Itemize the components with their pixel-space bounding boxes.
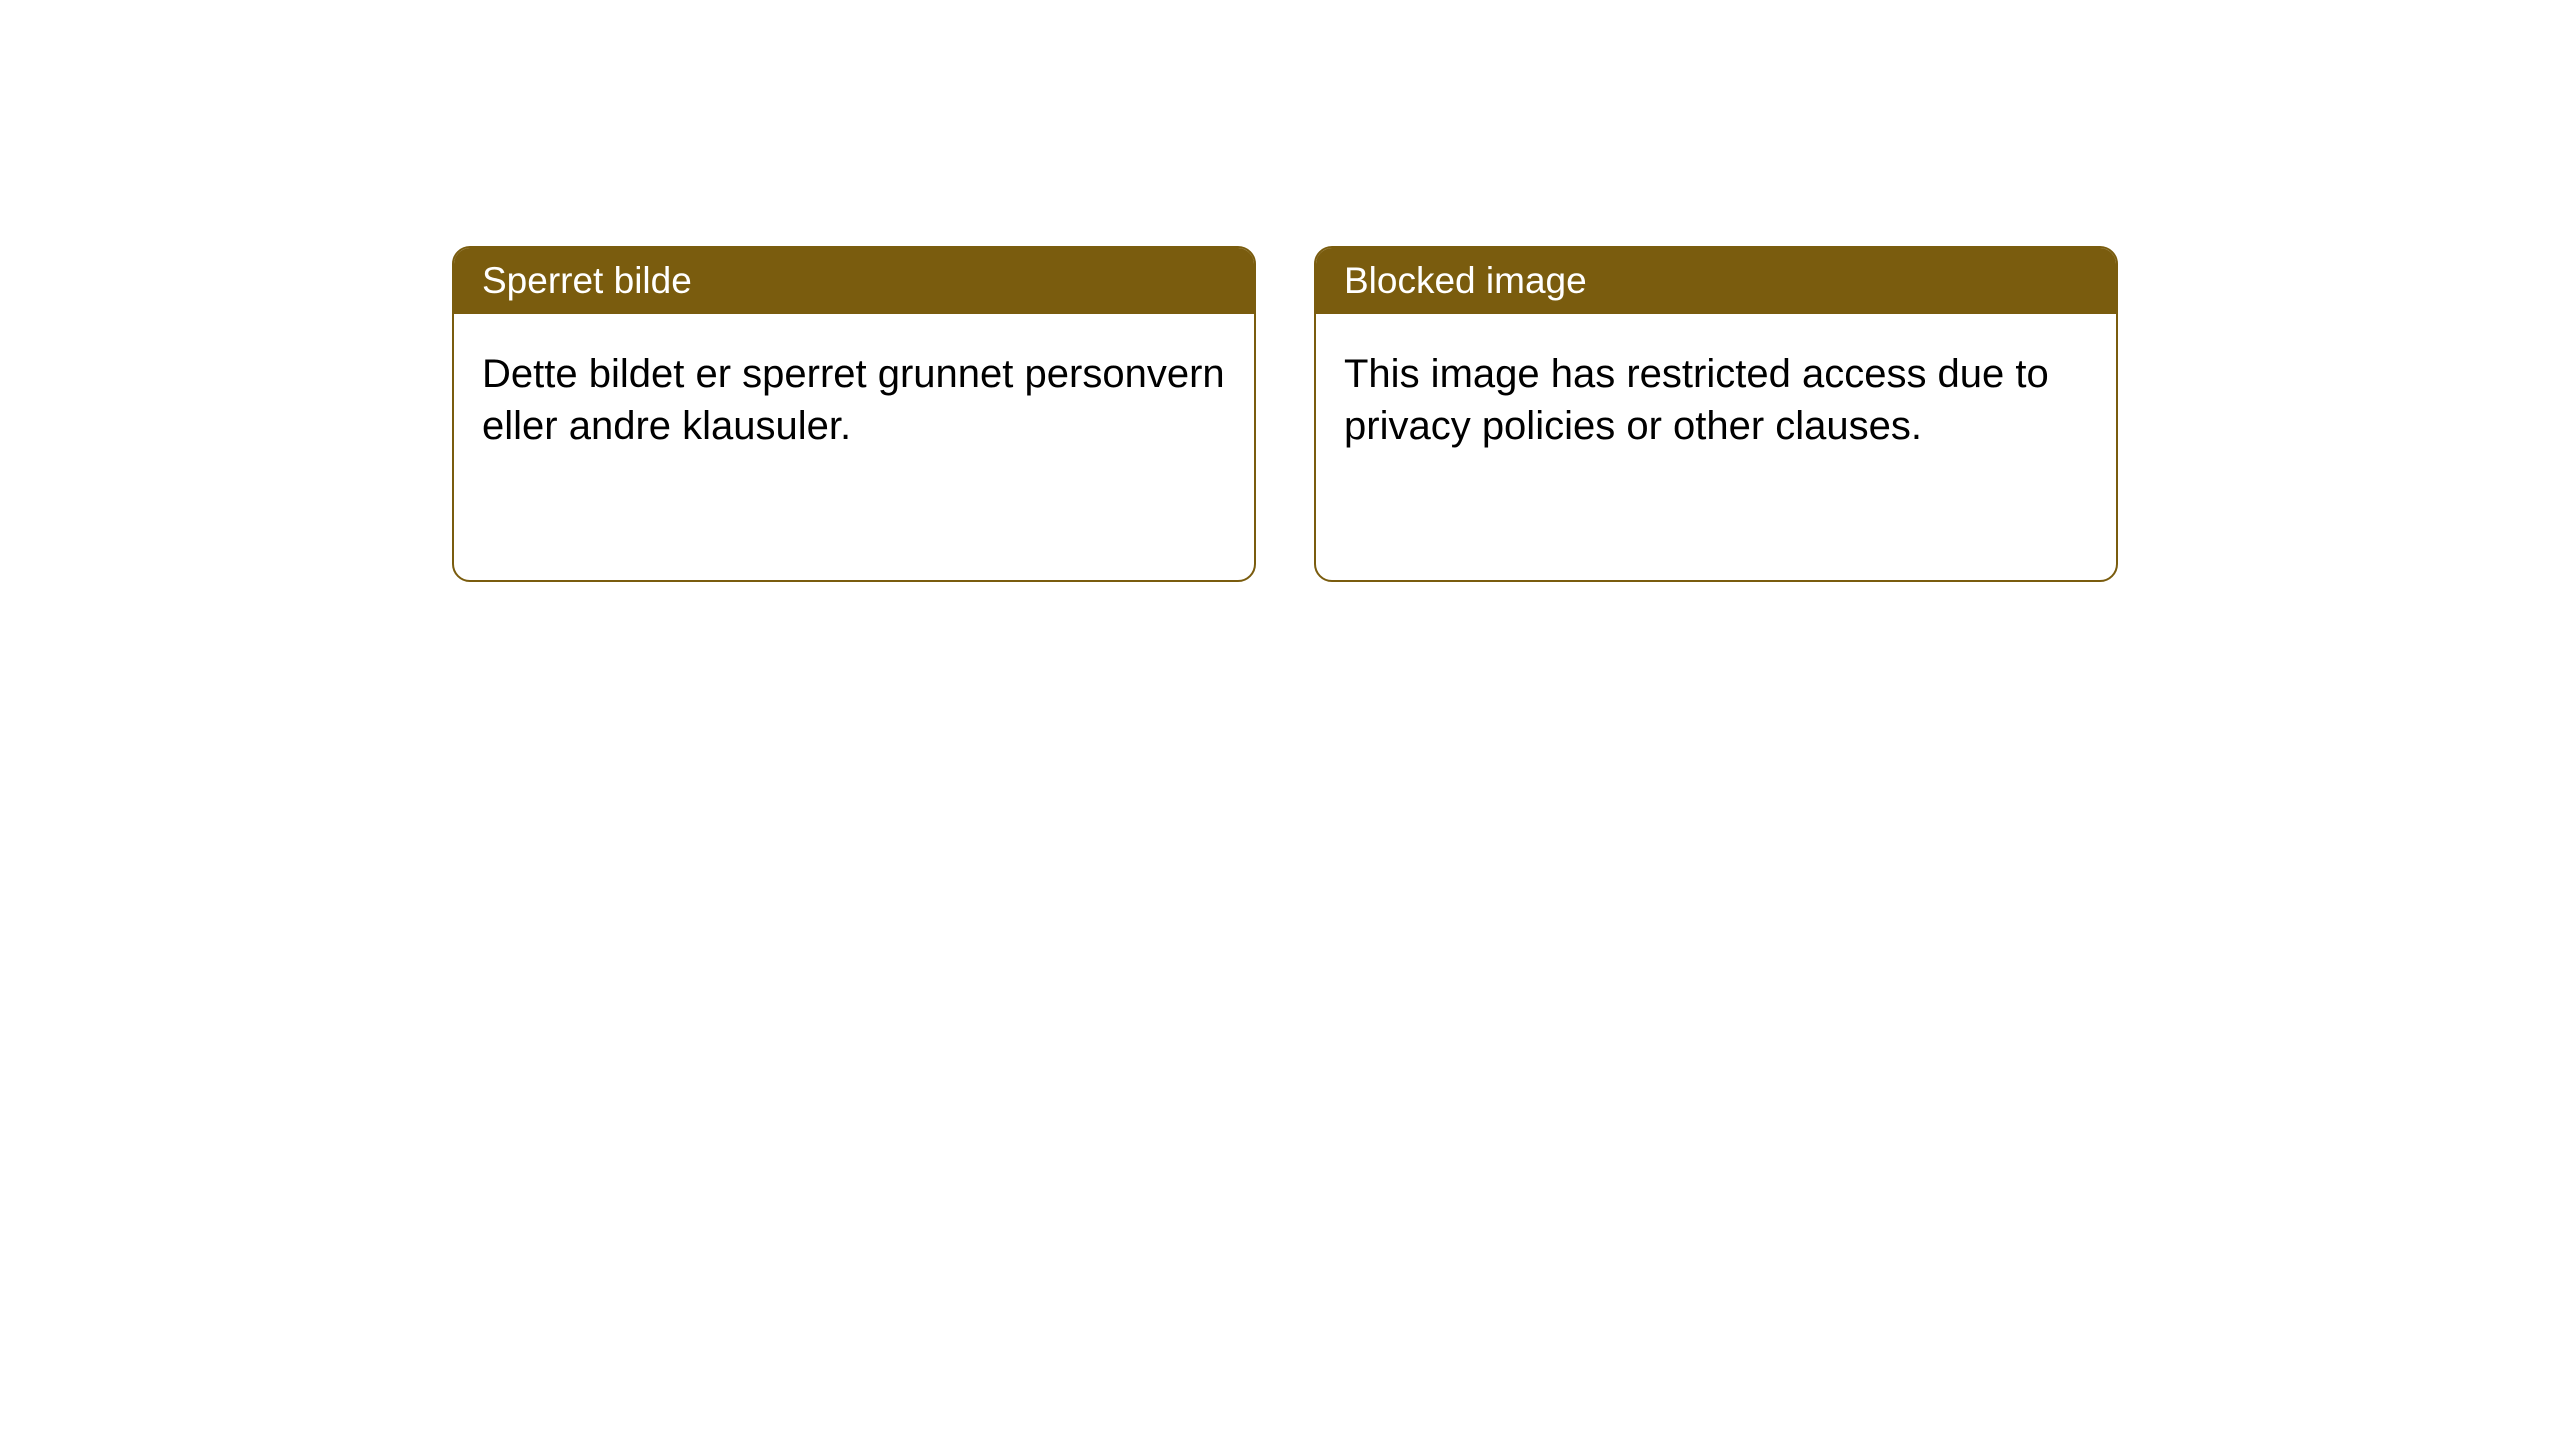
notice-body-english: This image has restricted access due to …: [1316, 314, 2116, 486]
notice-title-norwegian: Sperret bilde: [454, 248, 1254, 314]
notice-card-norwegian: Sperret bilde Dette bildet er sperret gr…: [452, 246, 1256, 582]
notice-card-english: Blocked image This image has restricted …: [1314, 246, 2118, 582]
notice-container: Sperret bilde Dette bildet er sperret gr…: [0, 0, 2560, 582]
notice-title-english: Blocked image: [1316, 248, 2116, 314]
notice-body-norwegian: Dette bildet er sperret grunnet personve…: [454, 314, 1254, 486]
